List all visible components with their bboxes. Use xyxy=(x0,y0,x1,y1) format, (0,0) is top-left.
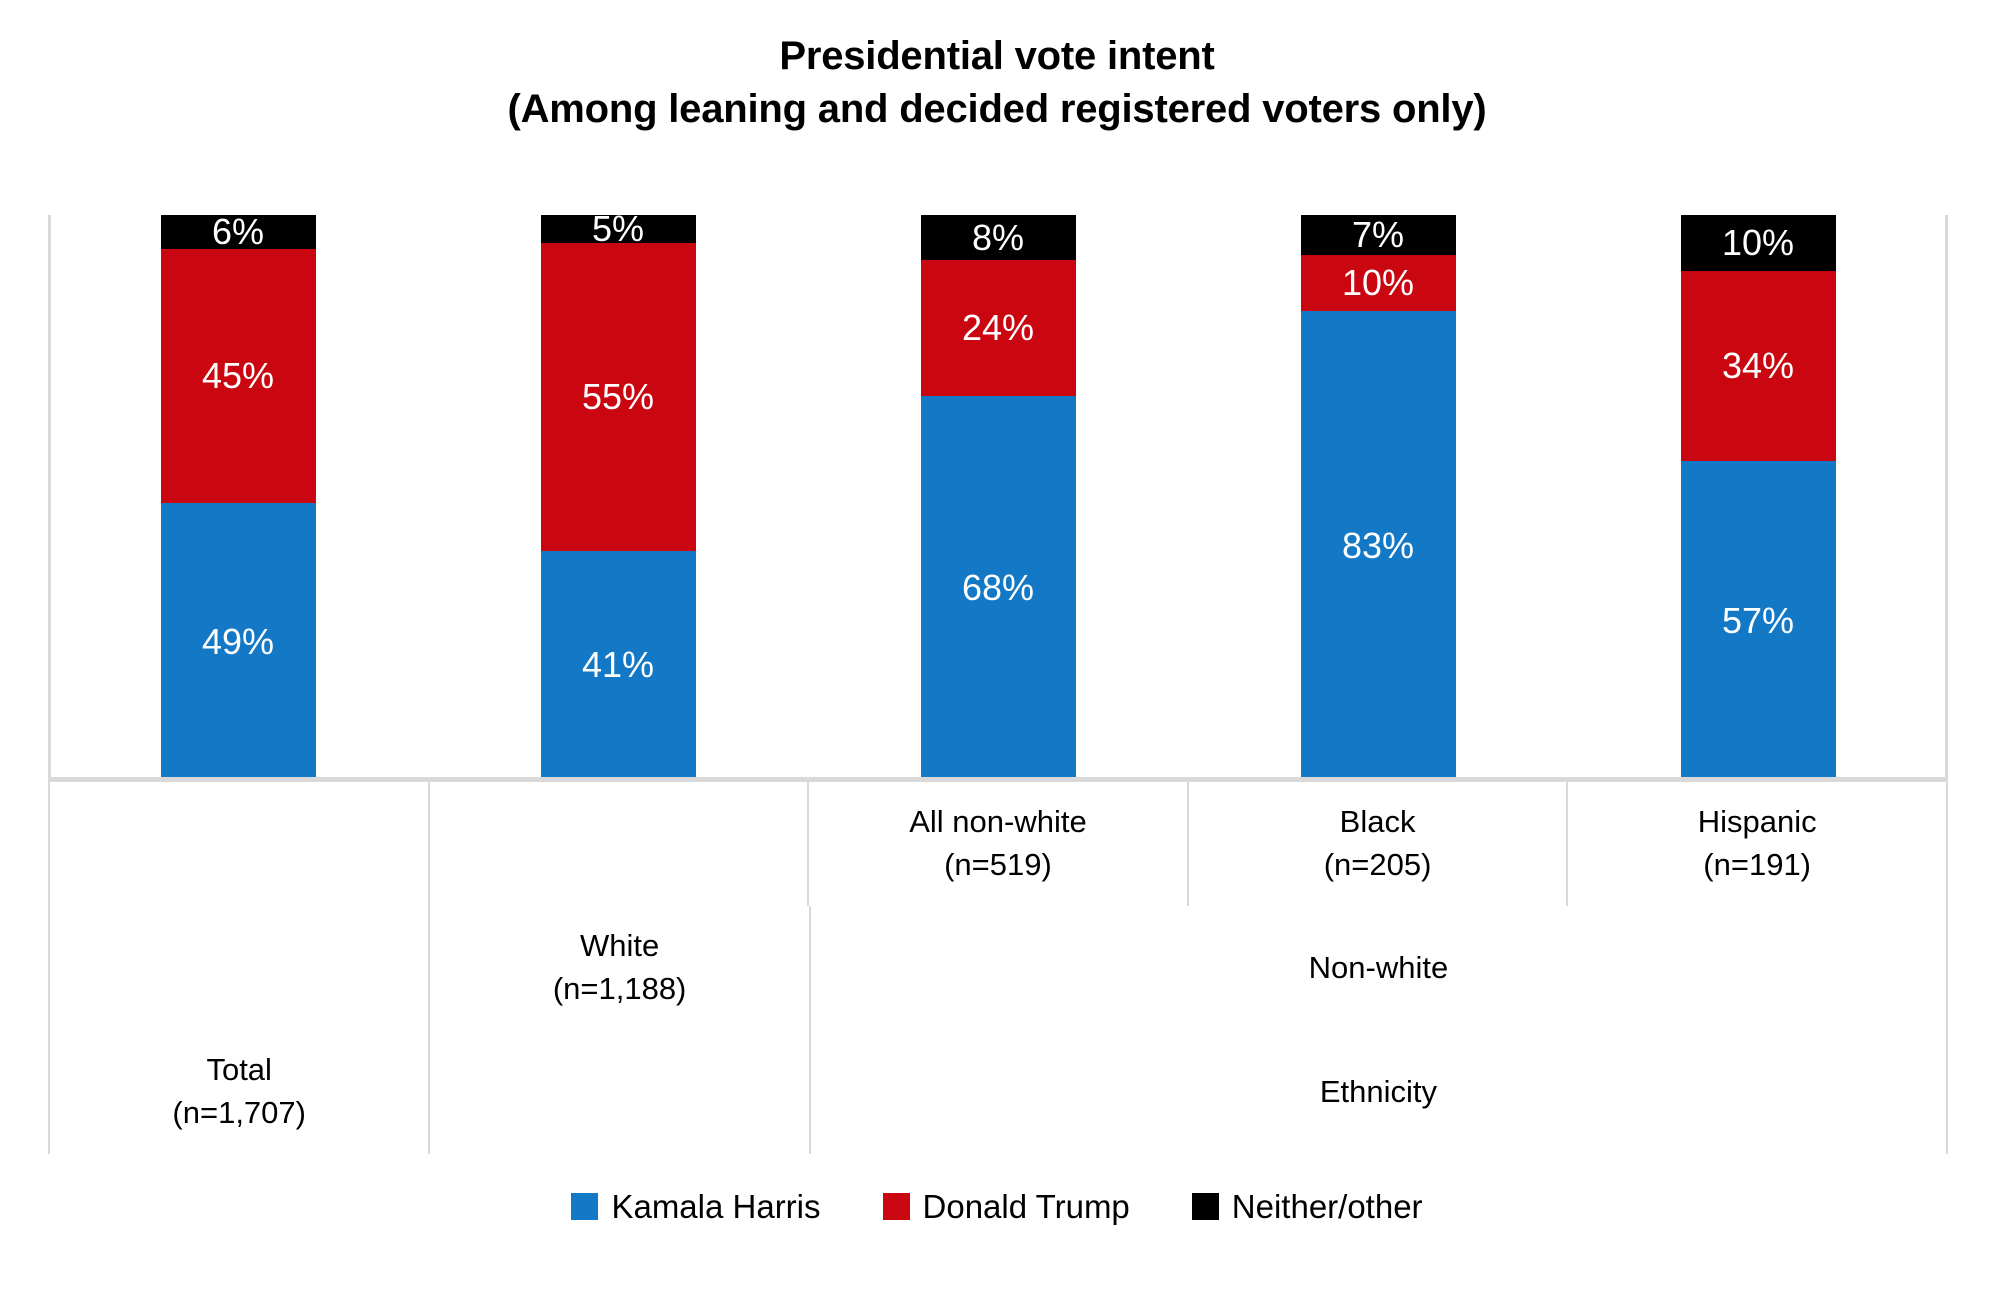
supergroup-n-total: (n=1,707) xyxy=(172,1095,306,1130)
bar-segment-harris-hispanic[interactable]: 57% xyxy=(1680,461,1836,780)
group-cell-non-white[interactable]: Non-white xyxy=(808,906,1949,1030)
plot-left-axis-line xyxy=(48,215,51,780)
bar-segment-trump-all-non-white[interactable]: 24% xyxy=(920,260,1076,396)
legend-swatch-trump-icon xyxy=(882,1193,910,1220)
group-cell-white[interactable]: White (n=1,188) xyxy=(428,906,808,1030)
category-axis-row-group: White (n=1,188) Non-white xyxy=(48,906,1949,1030)
bar-segment-neither-hispanic[interactable]: 10% xyxy=(1680,215,1836,271)
bar-segment-trump-white[interactable]: 55% xyxy=(540,243,696,551)
bar-label-trump-all-non-white: 24% xyxy=(961,307,1035,349)
bar-stack-white: 5% 55% 41% xyxy=(540,211,696,780)
category-n-all-non-white: (n=519) xyxy=(944,847,1052,882)
bar-segment-neither-total[interactable]: 6% xyxy=(160,210,316,252)
category-cell-total-blank xyxy=(48,782,428,906)
supergroup-cell-white-blank xyxy=(428,1030,808,1154)
bar-column-black: 7% 10% 83% xyxy=(1188,215,1568,780)
bar-label-harris-hispanic: 57% xyxy=(1721,599,1795,641)
bar-label-harris-total: 49% xyxy=(201,620,275,662)
bar-segment-neither-all-non-white[interactable]: 8% xyxy=(920,215,1076,261)
bar-segment-trump-black[interactable]: 10% xyxy=(1300,254,1456,312)
bar-label-harris-all-non-white: 68% xyxy=(961,566,1035,608)
category-cell-black[interactable]: Black (n=205) xyxy=(1186,782,1567,906)
category-label-hispanic: Hispanic xyxy=(1697,804,1817,840)
legend-label-donald-trump: Donald Trump xyxy=(922,1188,1130,1225)
legend-item-kamala-harris[interactable]: Kamala Harris xyxy=(571,1188,821,1225)
bar-segment-trump-total[interactable]: 45% xyxy=(160,248,316,504)
group-label-non-white: Non-white xyxy=(1308,949,1449,985)
supergroup-cell-total[interactable]: Total (n=1,707) xyxy=(48,1030,428,1154)
bar-label-neither-black: 7% xyxy=(1351,213,1405,255)
chart-title: Presidential vote intent (Among leaning … xyxy=(0,30,1994,136)
bar-column-total: 6% 45% 49% xyxy=(48,210,428,780)
bar-label-neither-hispanic: 10% xyxy=(1721,221,1795,263)
bar-segment-harris-all-non-white[interactable]: 68% xyxy=(920,395,1076,780)
legend-swatch-harris-icon xyxy=(571,1193,599,1220)
category-cell-all-non-white[interactable]: All non-white (n=519) xyxy=(807,782,1187,906)
bar-stack-hispanic: 10% 34% 57% xyxy=(1680,215,1836,780)
bar-label-neither-total: 6% xyxy=(211,210,265,252)
bar-label-neither-white: 5% xyxy=(591,208,645,250)
legend-item-neither-other[interactable]: Neither/other xyxy=(1191,1188,1423,1225)
bar-stack-all-non-white: 8% 24% 68% xyxy=(920,215,1076,780)
bar-label-neither-all-non-white: 8% xyxy=(971,216,1025,258)
group-n-white: (n=1,188) xyxy=(552,971,687,1006)
bar-segment-harris-total[interactable]: 49% xyxy=(160,503,316,780)
group-cell-total-blank xyxy=(48,906,428,1030)
supergroup-label-ethnicity: Ethnicity xyxy=(1319,1073,1437,1109)
category-label-all-non-white: All non-white xyxy=(909,804,1087,840)
category-cell-white-blank xyxy=(427,782,808,906)
bar-column-white: 5% 55% 41% xyxy=(428,211,808,780)
bar-stack-black: 7% 10% 83% xyxy=(1300,213,1456,780)
category-cell-hispanic[interactable]: Hispanic (n=191) xyxy=(1566,782,1948,906)
axis-baseline xyxy=(48,777,1948,782)
bar-segment-trump-hispanic[interactable]: 34% xyxy=(1680,270,1836,462)
bar-segment-harris-black[interactable]: 83% xyxy=(1300,311,1456,780)
bars-row: 6% 45% 49% 5% 55% 41% xyxy=(48,210,1948,780)
legend-label-kamala-harris: Kamala Harris xyxy=(611,1188,821,1225)
bar-segment-harris-white[interactable]: 41% xyxy=(540,550,696,780)
category-axis: All non-white (n=519) Black (n=205) Hisp… xyxy=(48,782,1949,1154)
category-n-black: (n=205) xyxy=(1323,847,1432,882)
legend-item-donald-trump[interactable]: Donald Trump xyxy=(882,1188,1130,1225)
chart-legend: Kamala Harris Donald Trump Neither/other xyxy=(0,1190,1994,1223)
bar-segment-neither-white[interactable]: 5% xyxy=(540,211,696,247)
category-n-hispanic: (n=191) xyxy=(1703,847,1812,882)
bar-column-hispanic: 10% 34% 57% xyxy=(1568,215,1948,780)
plot-right-axis-line xyxy=(1945,215,1948,780)
bar-label-trump-total: 45% xyxy=(201,355,275,397)
bar-label-harris-white: 41% xyxy=(581,644,655,686)
plot-area: 6% 45% 49% 5% 55% 41% xyxy=(48,210,1948,780)
chart-title-line-1: Presidential vote intent xyxy=(779,34,1215,78)
chart-title-line-2: (Among leaning and decided registered vo… xyxy=(507,86,1487,131)
bar-label-trump-black: 10% xyxy=(1341,261,1415,303)
bar-label-harris-black: 83% xyxy=(1341,524,1415,566)
bar-label-trump-hispanic: 34% xyxy=(1721,345,1795,387)
category-axis-row-leaf: All non-white (n=519) Black (n=205) Hisp… xyxy=(48,782,1948,906)
bar-label-trump-white: 55% xyxy=(581,376,655,417)
bar-column-all-non-white: 8% 24% 68% xyxy=(808,215,1188,780)
bar-stack-total: 6% 45% 49% xyxy=(160,210,316,780)
category-axis-row-supergroup: Total (n=1,707) Ethnicity xyxy=(48,1030,1949,1154)
supergroup-cell-ethnicity[interactable]: Ethnicity xyxy=(808,1030,1949,1154)
supergroup-label-total: Total xyxy=(206,1052,272,1088)
legend-label-neither-other: Neither/other xyxy=(1231,1188,1423,1225)
bar-segment-neither-black[interactable]: 7% xyxy=(1300,213,1456,255)
legend-swatch-neither-icon xyxy=(1191,1193,1219,1220)
category-label-black: Black xyxy=(1339,804,1416,840)
group-label-white: White xyxy=(579,928,660,964)
